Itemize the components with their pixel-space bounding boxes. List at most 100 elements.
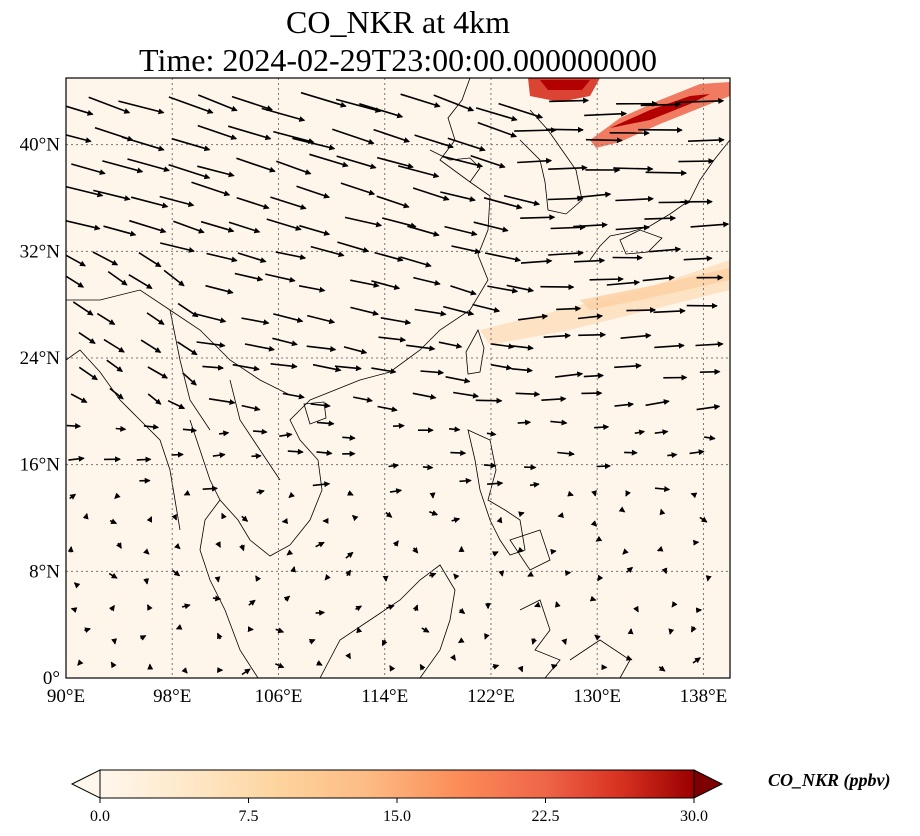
wind-arrow [212, 452, 226, 459]
wind-arrow [167, 399, 186, 410]
wind-arrow [659, 508, 666, 516]
lat-tick-label: 24°N [20, 348, 61, 369]
wind-arrow [422, 464, 434, 471]
colorbar-tick-label: 22.5 [532, 808, 560, 825]
wind-arrow [273, 313, 304, 323]
wind-arrow [316, 420, 335, 427]
wind-arrow [590, 520, 598, 527]
wind-arrow [66, 423, 82, 430]
wind-arrow [351, 514, 359, 522]
wind-arrow [667, 452, 678, 459]
wind-arrow [241, 668, 251, 676]
wind-arrow [373, 128, 411, 143]
wind-arrow [407, 225, 440, 237]
wind-arrow [272, 337, 298, 347]
wind-arrow [266, 218, 302, 231]
wind-arrow [66, 105, 94, 116]
wind-arrow [654, 486, 671, 493]
wind-arrow [108, 604, 115, 612]
wind-arrow [336, 155, 377, 170]
wind-arrow [283, 595, 291, 602]
map-frame [65, 77, 731, 679]
wind-arrow [175, 624, 183, 630]
map-background [66, 78, 730, 678]
wind-arrow [78, 331, 96, 344]
wind-arrow [450, 449, 467, 456]
wind-arrow [234, 272, 264, 282]
wind-arrow [640, 101, 682, 108]
wind-arrow [66, 134, 92, 144]
wind-arrow [67, 546, 74, 553]
wind-arrow [140, 339, 162, 353]
wind-arrow [584, 110, 628, 117]
wind-arrow [290, 566, 297, 573]
lon-tick-label: 122°E [467, 686, 515, 707]
wind-arrow [475, 107, 518, 122]
wind-arrow [420, 369, 445, 376]
wind-arrow [197, 124, 238, 140]
wind-arrow [114, 492, 121, 499]
wind-arrow [307, 314, 336, 325]
wind-arrow [385, 511, 393, 518]
wind-arrow [173, 220, 205, 234]
wind-arrow [128, 274, 153, 290]
wind-arrow [496, 516, 503, 524]
wind-arrow [695, 341, 724, 348]
wind-arrow [163, 269, 185, 287]
wind-arrow [160, 242, 195, 253]
wind-arrow [653, 308, 686, 315]
wind-arrow [324, 573, 331, 581]
wind-arrow [594, 634, 601, 641]
wind-arrow [251, 453, 262, 460]
wind-arrow [515, 391, 541, 398]
wind-arrow [146, 516, 153, 523]
wind-arrow [490, 363, 513, 371]
wind-arrow [517, 419, 532, 426]
wind-arrow [171, 137, 211, 152]
wind-arrow [197, 165, 235, 178]
wind-arrow [312, 481, 331, 488]
map-time-subtitle: Time: 2024-02-29T23:00:00.000000000 [139, 42, 657, 78]
wind-arrow [109, 387, 124, 400]
wind-arrow [288, 491, 295, 499]
wind-arrow [445, 376, 471, 384]
wind-arrow [182, 427, 198, 434]
wind-arrow [574, 257, 606, 264]
wind-arrow [511, 367, 533, 374]
wind-arrow [484, 633, 490, 640]
wind-arrow [687, 136, 725, 143]
map-title: CO_NKR at 4km [286, 4, 510, 40]
wind-arrow [595, 535, 603, 542]
wind-arrow [309, 153, 349, 168]
wind-arrow [671, 600, 678, 608]
wind-arrow [275, 627, 285, 634]
wind-arrow [473, 221, 509, 233]
wind-arrow [177, 302, 199, 318]
wind-arrow [520, 258, 553, 265]
wind-arrow [215, 541, 221, 548]
wind-arrow [627, 628, 634, 635]
wind-arrow [344, 216, 383, 228]
wind-arrow [109, 518, 118, 525]
wind-arrow [472, 303, 501, 313]
wind-arrow [275, 251, 307, 260]
wind-arrow [645, 399, 670, 407]
wind-arrow [236, 196, 270, 210]
wind-arrow [172, 569, 181, 577]
wind-arrow [690, 492, 698, 499]
wind-arrow [306, 345, 337, 352]
wind-arrow [509, 344, 534, 351]
wind-arrow [212, 595, 222, 602]
wind-arrow [102, 160, 144, 174]
wind-arrow [440, 191, 476, 202]
wind-arrow [168, 96, 214, 114]
wind-arrow [438, 341, 463, 349]
wind-arrow [585, 137, 623, 144]
lon-tick-label: 90°E [47, 686, 85, 707]
wind-arrow [689, 449, 705, 456]
wind-arrow [557, 450, 575, 457]
wind-arrow [705, 575, 712, 582]
wind-arrow [214, 576, 221, 583]
wind-arrow [615, 195, 654, 202]
wind-arrow [310, 402, 331, 409]
